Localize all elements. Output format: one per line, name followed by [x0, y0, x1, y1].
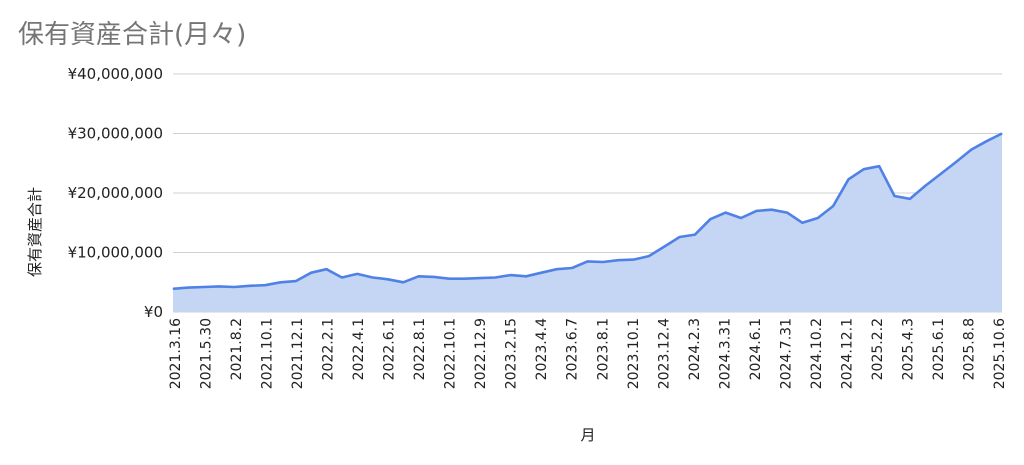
- data-point: [433, 276, 435, 278]
- x-tick-label: 2022.12.9: [473, 318, 489, 389]
- data-point: [372, 276, 374, 278]
- data-point: [172, 288, 174, 290]
- data-point: [510, 274, 512, 276]
- data-point: [402, 281, 404, 283]
- x-tick-label: 2025.10.6: [992, 318, 1008, 389]
- y-tick-label: ¥20,000,000: [68, 184, 163, 202]
- x-tick-label: 2022.6.1: [382, 318, 398, 380]
- x-tick-label: 2025.2.2: [870, 318, 886, 380]
- area-fill: [173, 133, 1002, 312]
- x-tick-label: 2021.3.16: [168, 318, 184, 389]
- x-tick-label: 2022.8.1: [412, 318, 428, 380]
- data-point: [187, 287, 189, 289]
- x-tick-label: 2024.7.31: [778, 318, 794, 389]
- data-point: [356, 273, 358, 275]
- data-point: [218, 285, 220, 287]
- x-tick-label: 2021.10.1: [260, 318, 276, 389]
- data-point: [249, 285, 251, 287]
- data-point: [633, 259, 635, 261]
- data-point: [310, 272, 312, 274]
- x-tick-label: 2023.6.7: [565, 318, 581, 380]
- y-tick-label: ¥0: [144, 303, 163, 321]
- data-point: [479, 277, 481, 279]
- data-point: [755, 210, 757, 212]
- data-point: [279, 281, 281, 283]
- data-point: [970, 149, 972, 151]
- data-point: [587, 260, 588, 262]
- data-point: [740, 217, 742, 219]
- x-tick-label: 2023.4.4: [534, 318, 550, 380]
- data-point: [847, 178, 849, 180]
- data-point: [233, 286, 235, 288]
- data-point: [986, 140, 988, 142]
- chart-title: 保有資産合計(月々): [18, 20, 247, 50]
- data-point: [418, 275, 420, 277]
- data-point: [801, 222, 803, 224]
- data-point: [786, 212, 788, 214]
- y-tick-label: ¥10,000,000: [68, 244, 163, 262]
- data-point: [832, 205, 834, 207]
- area-layer: [172, 132, 1003, 312]
- x-tick-label: 2025.4.3: [900, 318, 916, 380]
- x-tick-label: 2022.4.1: [351, 318, 367, 380]
- data-point: [326, 268, 328, 270]
- data-point: [448, 278, 450, 280]
- x-tick-label: 2024.12.1: [839, 318, 855, 389]
- x-tick-label: 2023.2.15: [504, 318, 520, 389]
- x-tick-label: 2021.5.30: [199, 318, 215, 389]
- data-point: [556, 268, 558, 270]
- data-point: [709, 218, 711, 220]
- data-point: [387, 278, 389, 280]
- data-point: [694, 234, 696, 236]
- data-point: [1001, 133, 1003, 134]
- data-point: [264, 284, 266, 286]
- data-point: [679, 236, 681, 238]
- data-point: [725, 212, 727, 214]
- x-tick-label: 2024.10.2: [809, 318, 825, 389]
- data-point: [295, 280, 297, 282]
- data-point: [494, 276, 496, 278]
- data-point: [341, 276, 343, 278]
- x-tick-label: 2023.10.1: [626, 318, 642, 389]
- y-axis-ticks: ¥0 ¥10,000,000 ¥20,000,000 ¥30,000,000 ¥40,0…: [68, 65, 163, 321]
- data-point: [909, 198, 911, 200]
- x-axis-ticks: 2021.3.16 2021.5.30 2021.8.2 2021.10.1 2021.…: [168, 318, 1008, 389]
- data-point: [817, 217, 819, 219]
- x-tick-label: 2022.10.1: [443, 318, 459, 389]
- x-tick-label: 2022.2.1: [321, 318, 337, 380]
- data-point: [648, 255, 650, 257]
- data-point: [602, 261, 604, 263]
- x-tick-label: 2025.8.8: [961, 318, 977, 380]
- x-tick-label: 2025.6.1: [931, 318, 947, 380]
- data-point: [924, 185, 926, 187]
- x-tick-label: 2021.8.2: [229, 318, 245, 380]
- data-point: [863, 168, 865, 170]
- x-axis-label: 月: [580, 426, 595, 444]
- data-point: [894, 195, 896, 197]
- x-tick-label: 2023.8.1: [595, 318, 611, 380]
- data-point: [525, 275, 527, 277]
- data-point: [540, 272, 542, 274]
- y-tick-label: ¥40,000,000: [68, 65, 163, 83]
- data-point: [878, 165, 880, 167]
- data-point: [940, 173, 942, 175]
- x-tick-label: 2024.3.31: [717, 318, 733, 389]
- y-axis-label: 保有資産合計: [26, 187, 44, 277]
- data-point: [955, 161, 957, 163]
- x-tick-label: 2023.12.4: [656, 318, 672, 389]
- data-point: [464, 278, 466, 280]
- data-point: [571, 267, 573, 269]
- data-point: [663, 246, 665, 248]
- data-point: [203, 286, 205, 288]
- y-tick-label: ¥30,000,000: [68, 125, 163, 143]
- x-tick-label: 2024.6.1: [748, 318, 764, 380]
- x-tick-label: 2024.2.3: [687, 318, 703, 380]
- data-point: [617, 259, 619, 261]
- data-point: [771, 209, 773, 211]
- x-tick-label: 2021.12.1: [290, 318, 306, 389]
